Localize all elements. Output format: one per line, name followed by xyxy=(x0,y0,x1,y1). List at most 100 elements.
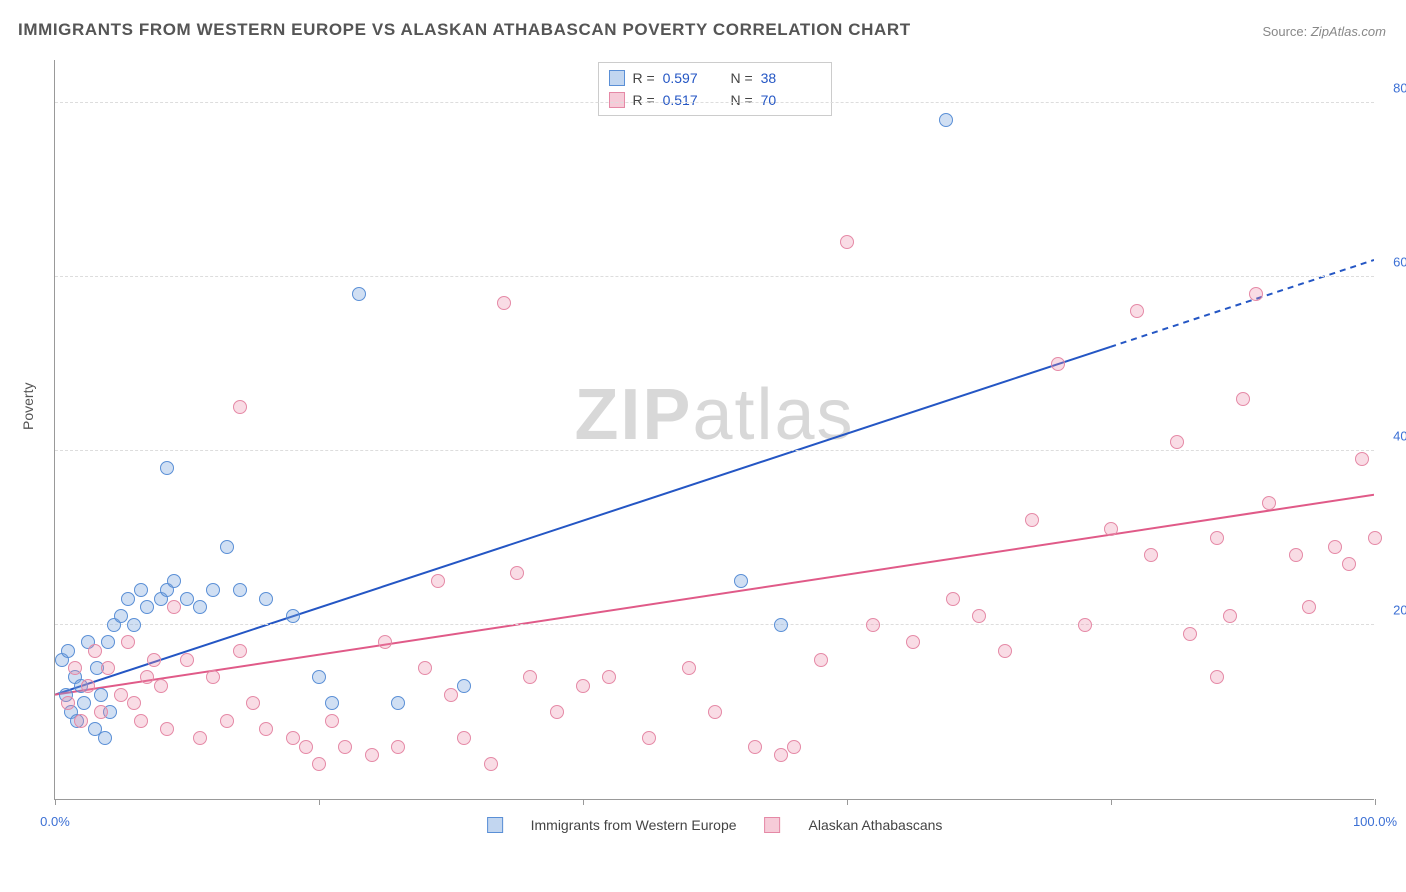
data-point xyxy=(708,705,722,719)
data-point xyxy=(774,748,788,762)
watermark-bold: ZIP xyxy=(574,375,692,455)
source-attribution: Source: ZipAtlas.com xyxy=(1262,24,1386,39)
data-point xyxy=(206,583,220,597)
x-tick-label: 100.0% xyxy=(1353,814,1397,829)
data-point xyxy=(127,696,141,710)
data-point xyxy=(1078,618,1092,632)
data-point xyxy=(457,679,471,693)
data-point xyxy=(61,696,75,710)
data-point xyxy=(121,635,135,649)
legend-swatch-icon xyxy=(609,92,625,108)
data-point xyxy=(101,635,115,649)
gridline xyxy=(55,102,1374,103)
data-point xyxy=(286,609,300,623)
data-point xyxy=(88,644,102,658)
y-tick-label: 40.0% xyxy=(1382,428,1406,443)
source-label: Source: xyxy=(1262,24,1310,39)
data-point xyxy=(233,644,247,658)
data-point xyxy=(682,661,696,675)
watermark-rest: atlas xyxy=(692,375,854,455)
r-label: R = xyxy=(633,70,655,86)
data-point xyxy=(98,731,112,745)
data-point xyxy=(299,740,313,754)
x-tick xyxy=(1111,799,1112,805)
data-point xyxy=(946,592,960,606)
data-point xyxy=(312,670,326,684)
data-point xyxy=(906,635,920,649)
data-point xyxy=(1210,531,1224,545)
data-point xyxy=(220,714,234,728)
data-point xyxy=(61,644,75,658)
data-point xyxy=(1130,304,1144,318)
x-tick xyxy=(55,799,56,805)
data-point xyxy=(140,670,154,684)
data-point xyxy=(787,740,801,754)
data-point xyxy=(233,400,247,414)
data-point xyxy=(1289,548,1303,562)
data-point xyxy=(81,679,95,693)
data-point xyxy=(1262,496,1276,510)
data-point xyxy=(134,714,148,728)
data-point xyxy=(1328,540,1342,554)
data-point xyxy=(114,609,128,623)
data-point xyxy=(167,600,181,614)
data-point xyxy=(814,653,828,667)
data-point xyxy=(127,618,141,632)
data-point xyxy=(484,757,498,771)
data-point xyxy=(154,679,168,693)
y-tick-label: 80.0% xyxy=(1382,80,1406,95)
data-point xyxy=(523,670,537,684)
data-point xyxy=(576,679,590,693)
data-point xyxy=(510,566,524,580)
r-stat: R = 0.517 xyxy=(633,89,723,111)
source-value: ZipAtlas.com xyxy=(1311,24,1386,39)
n-label: N = xyxy=(731,70,753,86)
data-point xyxy=(1025,513,1039,527)
data-point xyxy=(1355,452,1369,466)
legend-swatch-icon xyxy=(487,817,503,833)
data-point xyxy=(121,592,135,606)
data-point xyxy=(998,644,1012,658)
gridline xyxy=(55,450,1374,451)
legend-swatch-icon xyxy=(609,70,625,86)
data-point xyxy=(748,740,762,754)
data-point xyxy=(1051,357,1065,371)
gridline xyxy=(55,276,1374,277)
data-point xyxy=(1144,548,1158,562)
r-value: 0.517 xyxy=(663,92,698,108)
n-stat: N = 70 xyxy=(731,89,821,111)
legend-series-label: Alaskan Athabascans xyxy=(809,817,943,833)
data-point xyxy=(325,696,339,710)
x-tick xyxy=(319,799,320,805)
trend-lines xyxy=(55,60,1374,799)
data-point xyxy=(497,296,511,310)
data-point xyxy=(418,661,432,675)
data-point xyxy=(550,705,564,719)
n-label: N = xyxy=(731,92,753,108)
legend-stats-box: R = 0.597 N = 38 R = 0.517 N = 70 xyxy=(598,62,832,116)
data-point xyxy=(1236,392,1250,406)
y-tick-label: 60.0% xyxy=(1382,254,1406,269)
data-point xyxy=(193,731,207,745)
y-tick-label: 20.0% xyxy=(1382,602,1406,617)
data-point xyxy=(180,592,194,606)
data-point xyxy=(602,670,616,684)
data-point xyxy=(1210,670,1224,684)
x-tick xyxy=(583,799,584,805)
data-point xyxy=(840,235,854,249)
data-point xyxy=(866,618,880,632)
data-point xyxy=(431,574,445,588)
gridline xyxy=(55,624,1374,625)
data-point xyxy=(134,583,148,597)
data-point xyxy=(1223,609,1237,623)
data-point xyxy=(259,592,273,606)
data-point xyxy=(206,670,220,684)
r-label: R = xyxy=(633,92,655,108)
data-point xyxy=(167,574,181,588)
data-point xyxy=(94,688,108,702)
data-point xyxy=(325,714,339,728)
data-point xyxy=(1183,627,1197,641)
data-point xyxy=(160,461,174,475)
data-point xyxy=(1342,557,1356,571)
data-point xyxy=(220,540,234,554)
